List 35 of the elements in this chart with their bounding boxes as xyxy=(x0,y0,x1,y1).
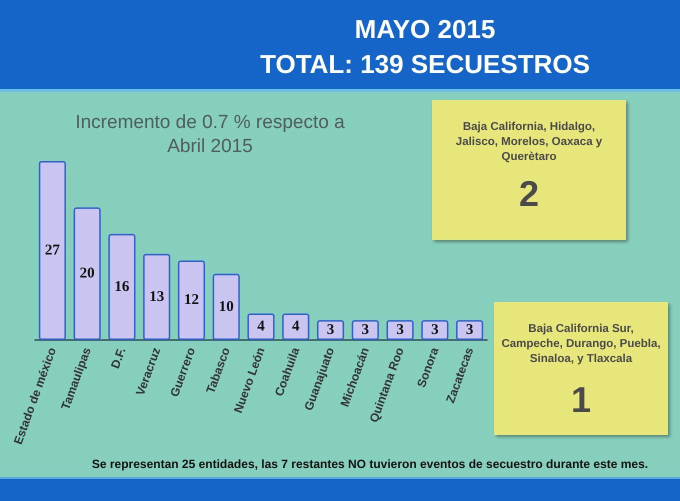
data-label: 13 xyxy=(149,288,164,305)
data-label: 3 xyxy=(431,322,439,338)
data-label: 10 xyxy=(218,298,234,315)
text: Incremento de 0.7 % respecto a Abril 2015 xyxy=(74,111,346,159)
data-label: 4 xyxy=(257,318,266,335)
data-label: 3 xyxy=(466,322,474,338)
x-tick-label: Nuevo León xyxy=(230,346,268,415)
note-card: Baja California, Hidalgo, Jalisco, Morelos, Oaxaca y Querètaro 2 xyxy=(432,100,626,240)
bar xyxy=(212,274,240,340)
chart-title: MAYO 2015 xyxy=(354,14,496,44)
bar xyxy=(386,320,414,340)
bar xyxy=(247,313,275,340)
chart-subtitle: TOTAL: 139 SECUESTROS xyxy=(259,49,591,79)
bar xyxy=(143,254,170,340)
text: Se representan 25 entidades, las 7 restantes NO tuvieron eventos de secuestro durante este mes. xyxy=(90,457,650,472)
bar xyxy=(352,320,379,340)
annotation: Baja California, Hidalgo, Jalisco, Morelos, Oaxaca y Querètaro xyxy=(454,120,604,165)
bar xyxy=(108,234,136,340)
bar xyxy=(178,260,206,340)
bar xyxy=(456,320,484,340)
data-label: 27 xyxy=(44,242,60,258)
data-label: 12 xyxy=(184,292,199,308)
data-label: 3 xyxy=(362,322,370,338)
data-label: 3 xyxy=(326,322,334,338)
bar xyxy=(316,320,344,340)
data-label: 16 xyxy=(114,278,130,295)
bar xyxy=(421,320,448,340)
bar xyxy=(282,313,310,340)
data-label: 3 xyxy=(396,322,404,338)
data-label: 20 xyxy=(80,266,95,282)
x-tick-label: D.F. xyxy=(108,346,128,370)
bar xyxy=(38,161,66,340)
bar xyxy=(74,207,101,340)
note-card: Baja California Sur, Campeche, Durango, Puebla, Sinaloa, y Tlaxcala 1 xyxy=(494,302,668,435)
data-label: 4 xyxy=(292,318,300,335)
